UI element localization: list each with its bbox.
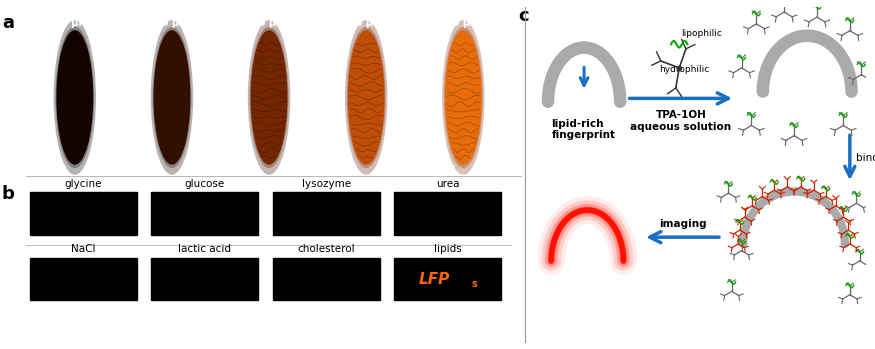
Ellipse shape [347, 30, 385, 165]
Text: c: c [518, 7, 529, 25]
Text: a: a [2, 14, 14, 32]
Ellipse shape [250, 30, 288, 165]
Text: lysozyme: lysozyme [302, 179, 351, 189]
Bar [394, 258, 501, 300]
Text: lactic acid: lactic acid [178, 244, 231, 254]
Text: 20 μM: 20 μM [252, 18, 286, 28]
Ellipse shape [56, 30, 94, 165]
Ellipse shape [444, 27, 483, 168]
Text: glucose: glucose [185, 179, 225, 189]
Ellipse shape [249, 27, 289, 168]
Text: cholesterol: cholesterol [298, 244, 355, 254]
Ellipse shape [248, 20, 290, 175]
Ellipse shape [53, 20, 96, 175]
Text: s: s [472, 279, 477, 289]
Text: lipid-rich
fingerprint: lipid-rich fingerprint [551, 119, 615, 140]
Text: urea: urea [436, 179, 459, 189]
Text: lipophilic: lipophilic [681, 29, 722, 38]
Text: binding: binding [857, 153, 875, 163]
Bar [394, 192, 501, 235]
Text: hydrophilic: hydrophilic [660, 65, 710, 74]
Ellipse shape [153, 30, 191, 165]
Bar [30, 258, 136, 300]
Text: 30 μM: 30 μM [349, 18, 383, 28]
Bar [273, 258, 380, 300]
Text: LFP: LFP [419, 272, 451, 287]
Text: 50 μM: 50 μM [446, 18, 480, 28]
Text: b: b [1, 185, 14, 203]
Text: glycine: glycine [65, 179, 102, 189]
Bar [151, 192, 258, 235]
Text: 5 μM: 5 μM [61, 18, 88, 28]
Ellipse shape [346, 27, 386, 168]
Ellipse shape [150, 20, 193, 175]
Text: lipids: lipids [434, 244, 461, 254]
Bar [151, 258, 258, 300]
Ellipse shape [152, 27, 192, 168]
Ellipse shape [345, 20, 388, 175]
Bar [273, 192, 380, 235]
Text: 10 μM: 10 μM [155, 18, 189, 28]
Text: TPA-1OH
aqueous solution: TPA-1OH aqueous solution [630, 110, 732, 132]
Ellipse shape [442, 20, 485, 175]
Text: NaCl: NaCl [71, 244, 95, 254]
Bar [30, 192, 136, 235]
Ellipse shape [55, 27, 94, 168]
Ellipse shape [444, 30, 482, 165]
Text: imaging: imaging [659, 219, 706, 229]
